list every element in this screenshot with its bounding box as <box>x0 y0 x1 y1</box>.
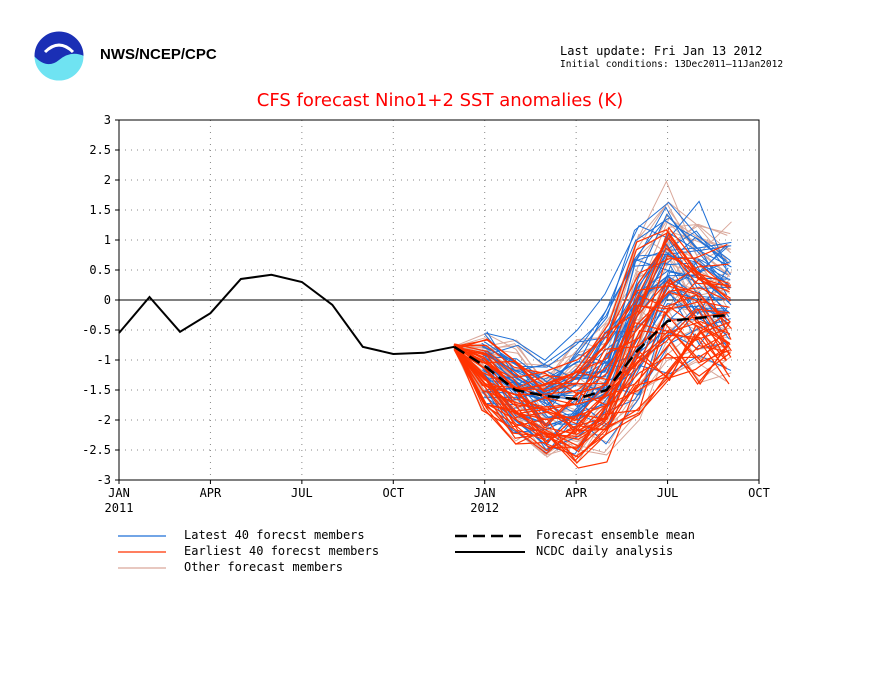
forecast-member-line-latest <box>486 354 732 455</box>
x-tick-label: JUL <box>657 486 679 500</box>
forecast-member-line-latest <box>481 220 727 368</box>
forecast-member-line-other <box>453 345 727 458</box>
chart-title: CFS forecast Nino1+2 SST anomalies (K) <box>256 90 624 111</box>
x-tick-year-label: 2011 <box>105 501 134 515</box>
noaa-logo-icon <box>33 30 85 82</box>
y-tick-label: 2.5 <box>89 143 111 157</box>
y-tick-label: -0.5 <box>82 323 111 337</box>
x-tick-label: OCT <box>382 486 404 500</box>
forecast-members-group <box>453 180 732 469</box>
y-tick-label: 1 <box>104 233 111 247</box>
x-tick-label: JAN <box>108 486 130 500</box>
last-update-label: Last update: Fri Jan 13 2012 <box>560 44 763 58</box>
y-tick-label: 3 <box>104 113 111 127</box>
y-tick-label: 2 <box>104 173 111 187</box>
forecast-member-line-latest <box>486 269 731 428</box>
forecast-member-line-earliest <box>453 344 729 452</box>
forecast-member-line-earliest <box>453 321 727 433</box>
noaa-logo <box>33 30 85 82</box>
x-tick-year-label: 2012 <box>470 501 499 515</box>
forecast-member-line-earliest <box>453 287 726 396</box>
forecast-member-line-earliest <box>453 333 730 458</box>
forecast-member-line-earliest <box>454 244 728 378</box>
forecast-member-line-latest <box>487 213 732 397</box>
y-tick-label: 1.5 <box>89 203 111 217</box>
forecast-member-line-earliest <box>453 323 730 440</box>
forecast-member-line-earliest <box>453 300 730 436</box>
y-tick-label: -1.5 <box>82 383 111 397</box>
y-tick-label: 0.5 <box>89 263 111 277</box>
x-tick-label: APR <box>200 486 222 500</box>
forecast-member-line-earliest <box>454 246 732 395</box>
y-tick-label: -2 <box>97 413 111 427</box>
legend-label-other: Other forecast members <box>184 560 343 574</box>
forecast-member-line-earliest <box>453 231 731 390</box>
forecast-member-line-latest <box>483 201 731 388</box>
x-tick-label: APR <box>565 486 587 500</box>
legend-label-earliest: Earliest 40 forecst members <box>184 544 380 558</box>
forecast-member-line-latest <box>485 200 727 361</box>
y-tick-label: 0 <box>104 293 111 307</box>
ncdc-analysis-line <box>118 273 455 356</box>
initial-conditions-label: Initial conditions: 13Dec2011–11Jan2012 <box>560 59 784 70</box>
agency-label: NWS/NCEP/CPC <box>100 46 217 63</box>
forecast-member-line-latest <box>481 305 727 445</box>
y-tick-label: -2.5 <box>82 443 111 457</box>
forecast-member-line-earliest <box>453 345 729 455</box>
legend-label-latest: Latest 40 forecst members <box>184 528 365 542</box>
forecast-member-line-earliest <box>454 263 729 400</box>
ensemble-mean-line <box>453 313 729 401</box>
x-tick-label: JUL <box>291 486 313 500</box>
y-tick-label: -3 <box>97 473 111 487</box>
x-tick-label: OCT <box>748 486 770 500</box>
forecast-member-line-earliest <box>453 275 732 428</box>
legend-label-analysis: NCDC daily analysis <box>536 544 674 558</box>
forecast-member-line-earliest <box>453 343 730 450</box>
y-tick-label: -1 <box>97 353 111 367</box>
forecast-member-line-earliest <box>453 281 732 408</box>
legend-label-mean: Forecast ensemble mean <box>536 528 695 542</box>
x-tick-label: JAN <box>474 486 496 500</box>
